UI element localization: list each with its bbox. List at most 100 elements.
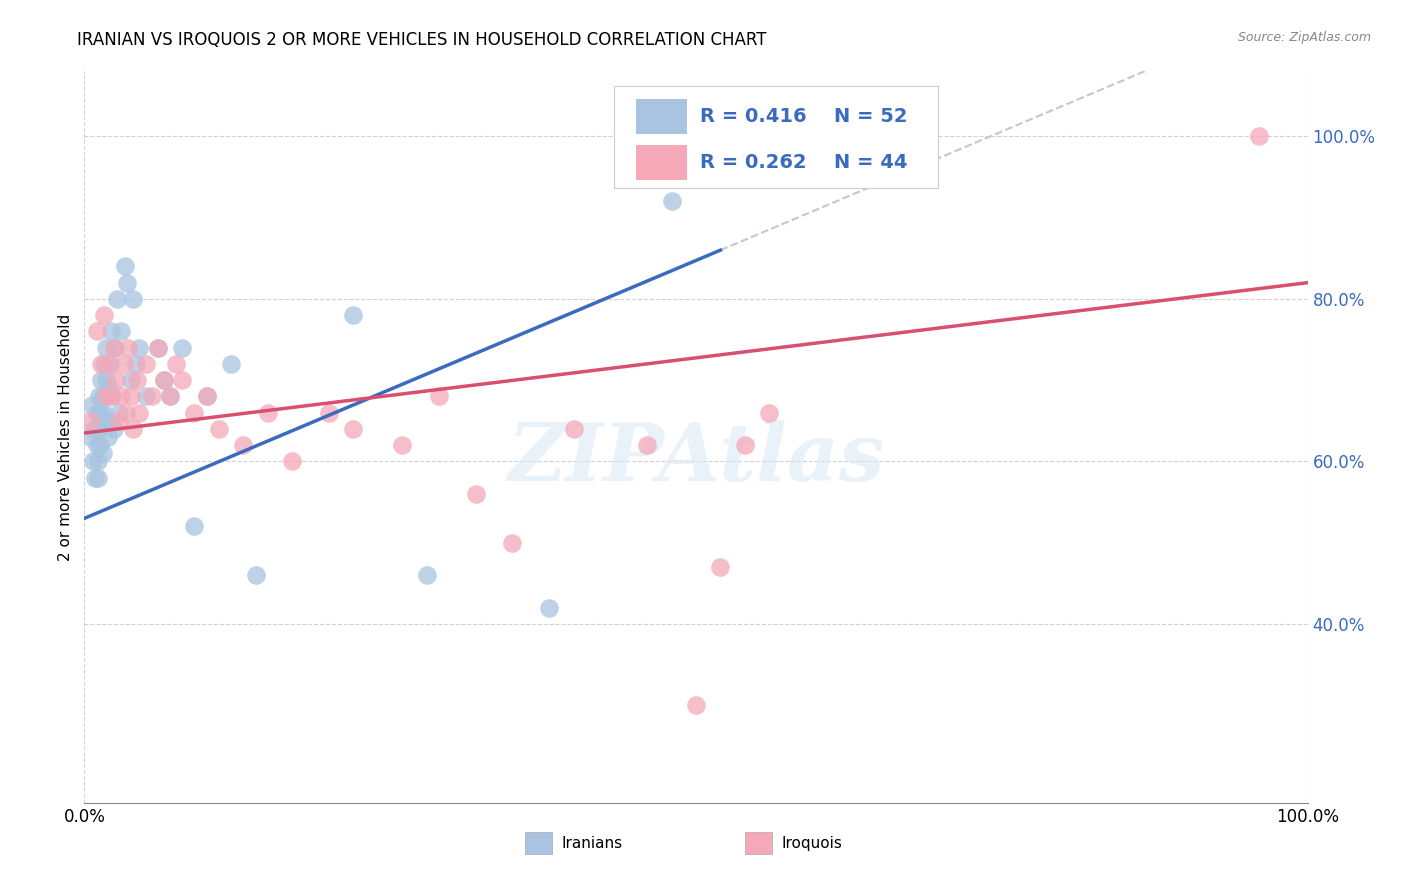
Point [100, 325, 122, 339]
Y-axis label: 2 or more Vehicles in Household: 2 or more Vehicles in Household [58, 313, 73, 561]
Point [80, 398, 103, 412]
Text: N = 44: N = 44 [834, 153, 908, 172]
Bar [636, 99, 688, 135]
Point [97, 357, 120, 371]
Point [135, 357, 157, 371]
Point [636, 438, 658, 452]
Point [538, 600, 561, 615]
Point [91, 446, 114, 460]
Point [101, 389, 124, 403]
Point [103, 341, 125, 355]
Point [416, 568, 439, 582]
Point [87, 422, 110, 436]
Text: Iroquois: Iroquois [782, 836, 842, 851]
Point [125, 357, 148, 371]
Point [83, 422, 105, 436]
Point [91, 414, 114, 428]
Point [734, 438, 756, 452]
Point [93, 357, 115, 371]
Point [96, 389, 118, 403]
Point [758, 406, 780, 420]
Point [342, 422, 364, 436]
Point [115, 406, 138, 420]
Point [107, 406, 129, 420]
Point [141, 389, 163, 403]
Point [120, 389, 142, 403]
Point [146, 341, 169, 355]
Point [91, 389, 114, 403]
Point [105, 292, 128, 306]
Point [104, 341, 127, 355]
Point [87, 471, 110, 485]
Point [103, 422, 125, 436]
Point [87, 389, 110, 403]
Point [122, 292, 145, 306]
Point [96, 341, 118, 355]
Bar [636, 145, 688, 180]
Point [685, 698, 707, 713]
Text: N = 52: N = 52 [834, 107, 908, 126]
Point [427, 389, 450, 403]
Point [82, 454, 104, 468]
Point [172, 341, 194, 355]
Point [94, 389, 117, 403]
Point [1247, 129, 1270, 144]
Point [128, 406, 150, 420]
Text: Iranians: Iranians [561, 836, 623, 851]
Point [562, 422, 585, 436]
Text: IRANIAN VS IROQUOIS 2 OR MORE VEHICLES IN HOUSEHOLD CORRELATION CHART: IRANIAN VS IROQUOIS 2 OR MORE VEHICLES I… [77, 31, 766, 49]
Point [183, 406, 205, 420]
Point [100, 389, 122, 403]
Point [97, 414, 120, 428]
Point [89, 438, 111, 452]
Point [93, 308, 115, 322]
Bar [745, 832, 772, 854]
Point [84, 471, 107, 485]
Point [342, 308, 364, 322]
FancyBboxPatch shape [614, 86, 938, 188]
Point [97, 430, 120, 444]
Point [391, 438, 413, 452]
Point [183, 519, 205, 533]
Text: R = 0.416: R = 0.416 [700, 107, 806, 126]
Point [98, 357, 121, 371]
Point [117, 341, 139, 355]
Point [146, 341, 169, 355]
Point [281, 454, 304, 468]
Point [97, 381, 120, 395]
Point [159, 389, 181, 403]
Point [318, 406, 340, 420]
Point [86, 406, 108, 420]
Point [86, 438, 108, 452]
Point [128, 341, 150, 355]
Point [87, 454, 110, 468]
Point [195, 389, 218, 403]
Text: R = 0.262: R = 0.262 [700, 153, 806, 172]
Point [257, 406, 280, 420]
Point [502, 535, 524, 549]
Point [115, 276, 138, 290]
Point [661, 194, 683, 209]
Point [125, 373, 148, 387]
Point [165, 357, 187, 371]
Point [153, 373, 176, 387]
Point [89, 406, 111, 420]
Point [464, 487, 486, 501]
Point [208, 422, 231, 436]
Point [120, 373, 142, 387]
Point [79, 414, 101, 428]
Point [112, 357, 135, 371]
Point [195, 389, 218, 403]
Point [172, 373, 194, 387]
Text: Source: ZipAtlas.com: Source: ZipAtlas.com [1237, 31, 1371, 45]
Point [114, 260, 136, 274]
Bar [524, 832, 551, 854]
Point [110, 325, 132, 339]
Point [245, 568, 267, 582]
Point [232, 438, 254, 452]
Point [110, 389, 132, 403]
Point [107, 414, 129, 428]
Point [96, 373, 118, 387]
Point [79, 430, 101, 444]
Point [709, 560, 731, 574]
